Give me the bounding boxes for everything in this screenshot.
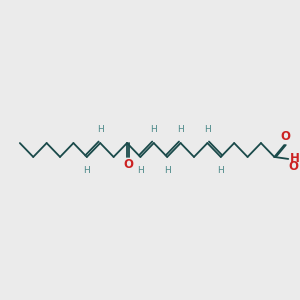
Text: H: H: [137, 166, 144, 175]
Text: H: H: [290, 152, 300, 165]
Text: H: H: [218, 166, 224, 175]
Text: H: H: [177, 125, 184, 134]
Text: H: H: [204, 125, 211, 134]
Text: O: O: [281, 130, 291, 143]
Text: O: O: [123, 158, 133, 171]
Text: O: O: [289, 160, 299, 173]
Text: H: H: [97, 125, 104, 134]
Text: H: H: [150, 125, 157, 134]
Text: H: H: [83, 166, 90, 175]
Text: H: H: [164, 166, 171, 175]
